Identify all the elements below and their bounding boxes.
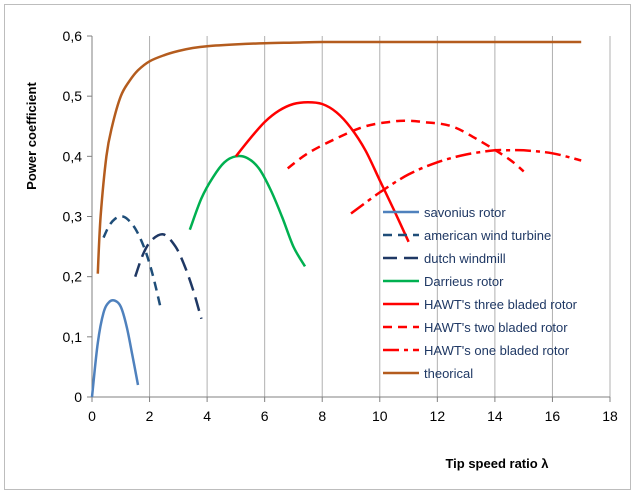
y-tick-label: 0 xyxy=(74,389,82,405)
y-tick-label: 0,1 xyxy=(63,329,83,345)
series-line-hawt-s-three-bladed-rotor xyxy=(234,100,410,243)
legend-label-hawt-s-three-bladed-rotor: HAWT's three bladed rotor xyxy=(424,297,578,312)
grid-layer xyxy=(149,36,611,397)
x-axis-title: Tip speed ratio λ xyxy=(445,456,549,471)
series-line-theorical xyxy=(96,40,582,274)
series-layer xyxy=(90,40,582,398)
legend-label-darrieus-rotor: Darrieus rotor xyxy=(424,274,504,289)
series-line-hawt-s-two-bladed-rotor xyxy=(286,119,525,173)
legend-label-dutch-windmill: dutch windmill xyxy=(424,251,506,266)
x-tick-label: 18 xyxy=(602,408,618,424)
x-tick-label: 0 xyxy=(88,408,96,424)
x-tick-label: 14 xyxy=(487,408,503,424)
x-tick-label: 12 xyxy=(430,408,446,424)
y-tick-label: 0,2 xyxy=(63,269,83,285)
legend-label-american-wind-turbine: american wind turbine xyxy=(424,228,551,243)
y-tick-label: 0,5 xyxy=(63,88,83,104)
series-line-american-wind-turbine xyxy=(102,215,163,311)
series-line-hawt-s-one-bladed-rotor xyxy=(350,148,582,215)
series-line-darrieus-rotor xyxy=(188,154,307,268)
legend-label-theorical: theorical xyxy=(424,366,473,381)
series-line-dutch-windmill xyxy=(134,232,203,320)
legend-label-savonius-rotor: savonius rotor xyxy=(424,205,506,220)
x-tick-label: 4 xyxy=(203,408,211,424)
y-tick-label: 0,6 xyxy=(63,28,83,44)
y-tick-label: 0,4 xyxy=(63,148,83,164)
x-tick-label: 2 xyxy=(146,408,154,424)
axes-layer: 0 0,1 0,2 0,3 0,4 0,5 0,6 0 2 4 6 8 10 12 14 16 18 xyxy=(63,28,618,424)
x-tick-label: 10 xyxy=(372,408,388,424)
legend-label-hawt-s-one-bladed-rotor: HAWT's one bladed rotor xyxy=(424,343,570,358)
chart-frame xyxy=(4,4,631,490)
series-line-savonius-rotor xyxy=(90,298,140,398)
legend: savonius rotor american wind turbine dutch… xyxy=(383,205,578,381)
y-tick-label: 0,3 xyxy=(63,209,83,225)
x-tick-label: 6 xyxy=(261,408,269,424)
x-tick-label: 8 xyxy=(318,408,326,424)
legend-label-hawt-s-two-bladed-rotor: HAWT's two bladed rotor xyxy=(424,320,568,335)
y-axis-title: Power coefficient xyxy=(24,82,39,190)
x-tick-label: 16 xyxy=(545,408,561,424)
